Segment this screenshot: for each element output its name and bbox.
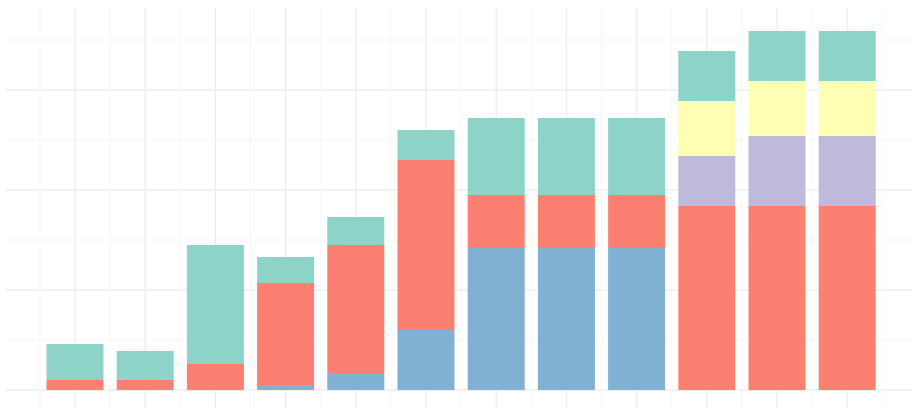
bar-segment-3-series-2 bbox=[186, 364, 244, 390]
bar-segment-12-series-3 bbox=[818, 136, 876, 206]
bar-segment-11-series-4 bbox=[748, 81, 806, 136]
bar-segment-11-series-2 bbox=[748, 206, 806, 390]
bar-segment-3-series-5 bbox=[186, 245, 244, 364]
bar-segment-2-series-2 bbox=[116, 380, 174, 390]
bar-segment-9-series-1 bbox=[608, 248, 666, 390]
bar-segment-4-series-5 bbox=[257, 257, 315, 283]
bar-segment-8-series-5 bbox=[537, 118, 595, 195]
bar-segment-9-series-5 bbox=[608, 118, 666, 195]
bar-segment-5-series-5 bbox=[327, 217, 385, 245]
bar-segment-8-series-2 bbox=[537, 195, 595, 248]
bar-segment-10-series-5 bbox=[678, 51, 736, 101]
bar-segment-2-series-5 bbox=[116, 351, 174, 380]
bar-segment-7-series-2 bbox=[467, 195, 525, 248]
bar-segment-11-series-3 bbox=[748, 136, 806, 206]
bar-segment-11-series-5 bbox=[748, 31, 806, 81]
bar-segment-6-series-5 bbox=[397, 130, 455, 160]
bar-segment-1-series-5 bbox=[46, 344, 104, 380]
bars bbox=[46, 31, 876, 390]
bar-segment-10-series-4 bbox=[678, 101, 736, 156]
bar-segment-12-series-5 bbox=[818, 31, 876, 81]
bar-segment-7-series-1 bbox=[467, 248, 525, 390]
bar-segment-7-series-5 bbox=[467, 118, 525, 195]
bar-segment-12-series-4 bbox=[818, 81, 876, 136]
bar-segment-6-series-1 bbox=[397, 330, 455, 390]
bar-segment-6-series-2 bbox=[397, 160, 455, 330]
bar-segment-12-series-2 bbox=[818, 206, 876, 390]
bar-segment-4-series-1 bbox=[257, 385, 315, 390]
bar-segment-10-series-2 bbox=[678, 206, 736, 390]
bar-segment-4-series-2 bbox=[257, 283, 315, 385]
bar-segment-1-series-2 bbox=[46, 380, 104, 390]
bar-segment-9-series-2 bbox=[608, 195, 666, 248]
bar-segment-5-series-1 bbox=[327, 373, 385, 390]
bar-segment-8-series-1 bbox=[537, 248, 595, 390]
bar-segment-10-series-3 bbox=[678, 156, 736, 206]
bar-segment-5-series-2 bbox=[327, 245, 385, 373]
